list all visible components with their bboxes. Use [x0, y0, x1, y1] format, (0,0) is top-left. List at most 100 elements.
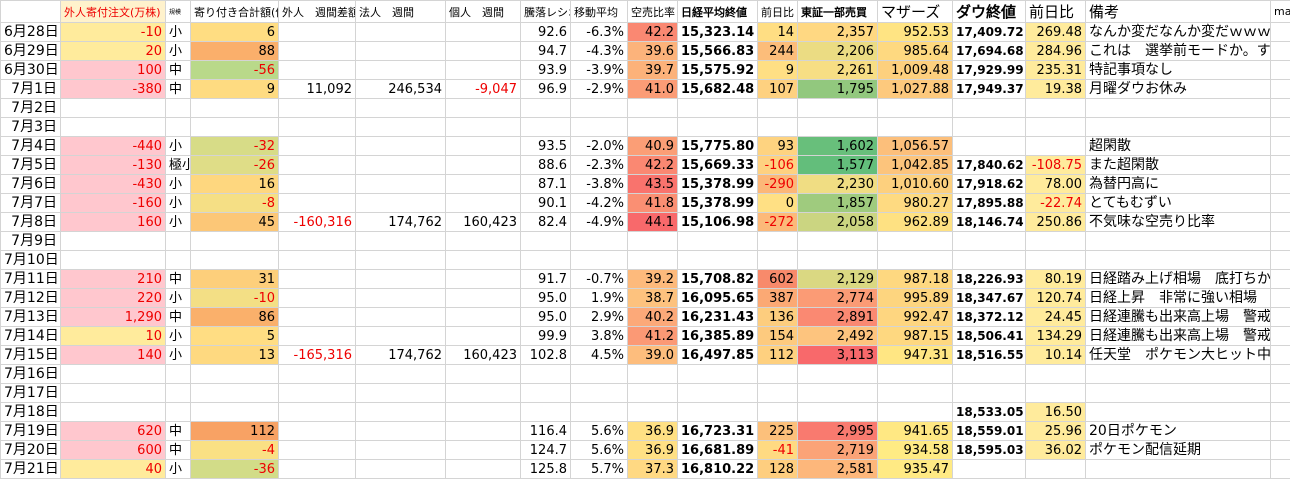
cell — [355, 307, 446, 327]
cell — [355, 402, 446, 422]
cell: 17,694.68 — [952, 41, 1026, 61]
row: 7月10日 — [0, 250, 1290, 270]
date-cell: 7月8日 — [0, 212, 61, 232]
cell — [952, 98, 1026, 118]
row: 6月30日 100 中 -56 93.9 -3.9% 39.7 15,575.92 9 2,261… — [0, 60, 1290, 80]
cell — [165, 383, 191, 403]
date-cell: 7月3日 — [0, 117, 61, 137]
cell — [627, 117, 678, 137]
cell — [445, 98, 521, 118]
cell: 17,895.88 — [952, 193, 1026, 213]
cell — [677, 250, 758, 270]
cell — [757, 250, 798, 270]
cell: -26 — [190, 155, 279, 175]
cell — [278, 364, 356, 384]
cell: 中 — [165, 307, 191, 327]
cell: 80.19 — [1025, 269, 1086, 289]
cell — [355, 459, 446, 479]
cell: 86 — [190, 307, 279, 327]
cell — [757, 383, 798, 403]
cell: 1,290 — [60, 307, 166, 327]
cell — [445, 231, 521, 251]
cell — [1270, 250, 1290, 270]
date-cell: 7月7日 — [0, 193, 61, 213]
cell: -160 — [60, 193, 166, 213]
cell: 134.29 — [1025, 326, 1086, 346]
cell: -3.9% — [570, 60, 628, 80]
cell: 39.2 — [627, 269, 678, 289]
cell — [1270, 326, 1290, 346]
cell: 25.96 — [1025, 421, 1086, 441]
cell: 2,129 — [797, 269, 878, 289]
cell — [570, 402, 628, 422]
remark-cell — [1085, 364, 1271, 384]
cell — [1270, 421, 1290, 441]
row: 7月9日 — [0, 231, 1290, 251]
cell: 小 — [165, 22, 191, 42]
cell: 2,206 — [797, 41, 878, 61]
cell — [278, 41, 356, 61]
cell: 225 — [757, 421, 798, 441]
cell: -0.7% — [570, 269, 628, 289]
remark-cell: なんか変だなんか変だｗｗｗｗ — [1085, 22, 1271, 42]
date-cell: 7月12日 — [0, 288, 61, 308]
cell — [570, 383, 628, 403]
remark-cell: 日経上昇 非常に強い相場 — [1085, 288, 1271, 308]
cell: -2.9% — [570, 79, 628, 99]
cell: -6.3% — [570, 22, 628, 42]
column-header: 法人 週間 — [355, 0, 446, 23]
cell: 1,857 — [797, 193, 878, 213]
cell — [797, 364, 878, 384]
cell — [520, 250, 571, 270]
cell — [278, 60, 356, 80]
cell — [570, 364, 628, 384]
cell — [677, 364, 758, 384]
cell — [445, 22, 521, 42]
row: 6月28日 -10 小 6 92.6 -6.3% 42.2 15,323.14 14 2,357 9… — [0, 22, 1290, 42]
cell: 93.5 — [520, 136, 571, 156]
cell: 小 — [165, 212, 191, 232]
cell: 31 — [190, 269, 279, 289]
cell — [1270, 269, 1290, 289]
date-cell: 6月30日 — [0, 60, 61, 80]
cell — [757, 364, 798, 384]
row: 7月15日 140 小 13 -165,316 174,762 160,423 102.8 4.… — [0, 345, 1290, 365]
cell — [278, 117, 356, 137]
cell: 246,534 — [355, 79, 446, 99]
column-header: 騰落レシオ — [520, 0, 571, 23]
cell: 935.47 — [877, 459, 953, 479]
column-header: ダウ終値 — [952, 0, 1026, 23]
cell: -36 — [190, 459, 279, 479]
row: 7月8日 160 小 45 -160,316 174,762 160,423 82.4 -4.9… — [0, 212, 1290, 232]
cell: 2,995 — [797, 421, 878, 441]
cell: 40.2 — [627, 307, 678, 327]
cell — [445, 269, 521, 289]
cell — [520, 402, 571, 422]
cell — [757, 231, 798, 251]
cell: 92.6 — [520, 22, 571, 42]
cell: 2.9% — [570, 307, 628, 327]
cell — [278, 269, 356, 289]
cell — [677, 402, 758, 422]
cell: 82.4 — [520, 212, 571, 232]
cell: 120.74 — [1025, 288, 1086, 308]
cell: 17,918.62 — [952, 174, 1026, 194]
cell: -108.75 — [1025, 155, 1086, 175]
cell: 174,762 — [355, 345, 446, 365]
cell — [1270, 231, 1290, 251]
row: 7月5日-130極小-2688.6-2.3%42.215,669.33-1061… — [0, 155, 1290, 175]
date-cell: 7月18日 — [0, 402, 61, 422]
cell — [445, 250, 521, 270]
cell: 116.4 — [520, 421, 571, 441]
row: 7月6日 -430 小 16 87.1 -3.8% 43.5 15,378.99 -290 2,2… — [0, 174, 1290, 194]
column-header: マザーズ — [877, 0, 953, 23]
cell — [60, 402, 166, 422]
cell — [355, 326, 446, 346]
cell: 18,595.03 — [952, 440, 1026, 460]
column-header: 外人寄付注文(万株) — [60, 0, 166, 23]
remark-cell — [1085, 250, 1271, 270]
cell: 16,231.43 — [677, 307, 758, 327]
cell: 14 — [757, 22, 798, 42]
remark-cell: 任天堂 ポケモン大ヒット中 — [1085, 345, 1271, 365]
